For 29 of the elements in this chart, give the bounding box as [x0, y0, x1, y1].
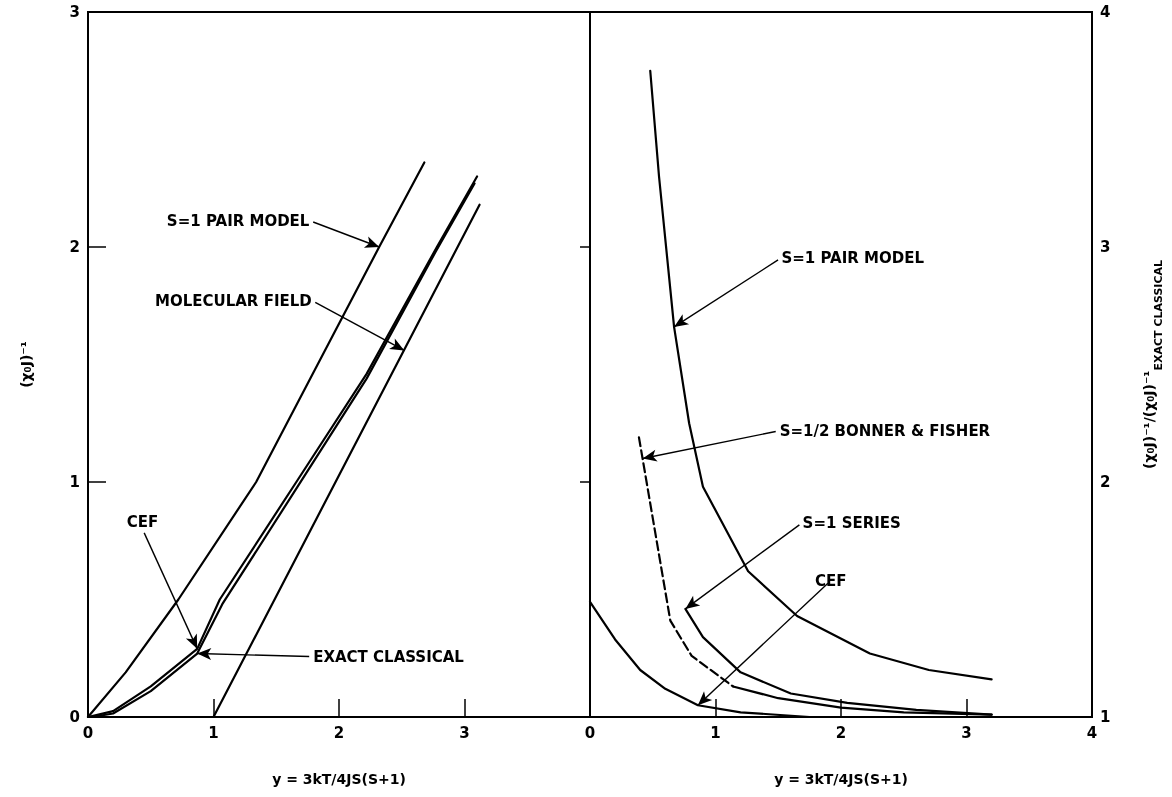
- y-tick-label: 0: [69, 708, 80, 726]
- y-tick-label: 3: [1100, 238, 1111, 256]
- annotation: S=1 PAIR MODEL: [166, 211, 310, 230]
- annotation: MOLECULAR FIELD: [155, 291, 312, 310]
- y-tick-label: 1: [69, 473, 80, 491]
- x-tick-label: 1: [208, 723, 219, 742]
- x-tick-label: 1: [710, 723, 721, 742]
- x-tick-label: 3: [961, 723, 972, 742]
- annotation: S=1 PAIR MODEL: [781, 248, 925, 267]
- x-tick-label: 0: [584, 723, 596, 742]
- annotation: CEF: [126, 512, 159, 531]
- annotation: EXACT CLASSICAL: [313, 647, 465, 666]
- y-tick-label: 2: [69, 238, 80, 256]
- y-tick-label: 3: [69, 3, 80, 21]
- y-axis-title: (χ₀J)⁻¹/(χ₀J)⁻¹EXACT CLASSICAL: [1141, 259, 1165, 470]
- x-tick-label: 4: [1086, 723, 1098, 742]
- y-axis-title: (χ₀J)⁻¹: [18, 341, 34, 388]
- x-tick-label: 3: [459, 723, 470, 742]
- annotation: CEF: [815, 571, 847, 590]
- x-axis-title: y = 3kT/4JS(S+1): [774, 771, 908, 787]
- annotation: S=1 SERIES: [802, 513, 901, 532]
- x-axis-title: y = 3kT/4JS(S+1): [272, 771, 406, 787]
- x-tick-label: 2: [835, 723, 847, 742]
- annotation: S=1/2 BONNER & FISHER: [779, 421, 991, 440]
- x-tick-label: 0: [82, 723, 94, 742]
- y-tick-label: 2: [1100, 473, 1111, 491]
- y-tick-label: 4: [1100, 3, 1111, 21]
- x-tick-label: 2: [333, 723, 345, 742]
- y-tick-label: 1: [1100, 708, 1111, 726]
